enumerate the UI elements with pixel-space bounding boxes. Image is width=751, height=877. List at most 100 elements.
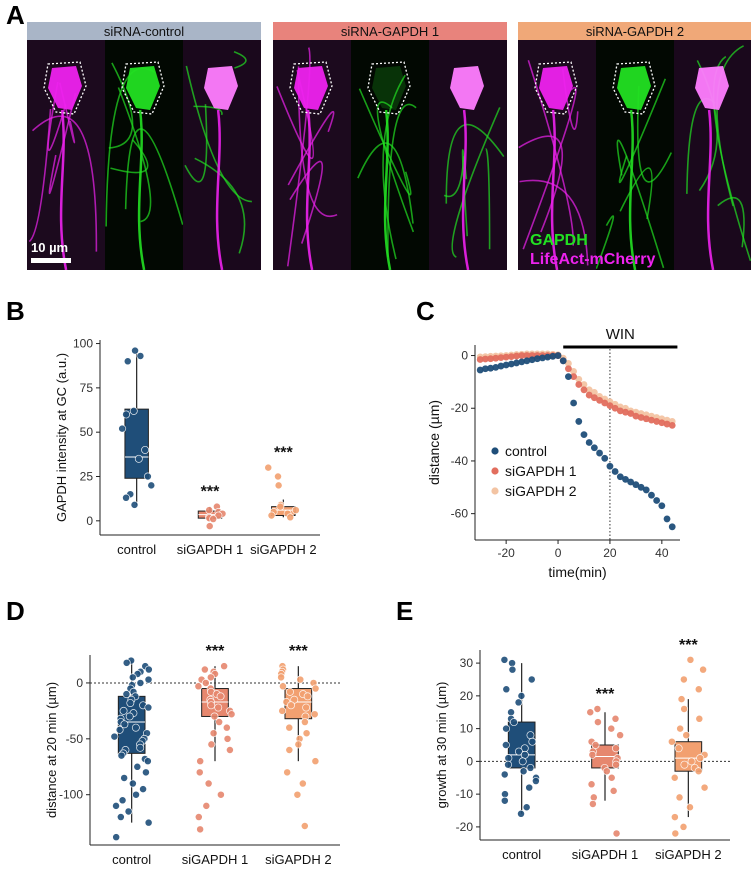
series-point <box>642 415 650 423</box>
micrograph-content <box>443 66 505 270</box>
y-axis-label: distance at 20 min (µm) <box>44 682 59 818</box>
data-point <box>283 768 292 777</box>
series-point <box>648 491 655 499</box>
series-point <box>492 354 500 362</box>
data-point <box>205 522 214 531</box>
axon <box>137 109 146 270</box>
data-point <box>616 731 625 740</box>
neurite <box>194 157 246 254</box>
series-point <box>648 416 655 424</box>
y-tick-label: 25 <box>80 470 94 484</box>
neurite <box>358 88 412 196</box>
data-point <box>310 710 319 719</box>
panel-letter-d: D <box>6 596 25 626</box>
significance-marker: *** <box>596 686 615 703</box>
data-point <box>501 741 510 749</box>
data-point <box>593 718 602 727</box>
micrograph-content <box>184 50 252 270</box>
series-point <box>513 359 520 367</box>
series-point <box>668 421 676 429</box>
data-point <box>122 658 131 667</box>
neurite <box>717 196 745 248</box>
data-point <box>131 346 140 355</box>
y-tick-label: -20 <box>451 401 469 415</box>
series-point <box>601 399 609 407</box>
data-point <box>194 813 203 822</box>
data-point <box>200 665 209 674</box>
data-point <box>696 754 705 763</box>
series-point <box>513 352 520 360</box>
series-point <box>570 373 578 381</box>
data-point <box>144 665 153 674</box>
data-point <box>302 729 311 738</box>
category-label: control <box>112 852 151 867</box>
y-tick-label: -50 <box>66 732 84 746</box>
series-point <box>590 389 598 396</box>
data-point <box>120 720 129 729</box>
data-point <box>526 763 535 772</box>
growth-cone <box>617 66 651 110</box>
data-point <box>285 723 294 732</box>
x-tick-label: 0 <box>555 546 562 560</box>
chart-c: 0 -20 -40 -60 -20 0 20 40 time(min) distance (µm)… <box>426 326 680 580</box>
data-point <box>110 732 119 741</box>
data-point <box>132 790 140 799</box>
data-point <box>274 481 283 490</box>
data-point <box>136 743 145 752</box>
data-point <box>291 506 300 515</box>
y-tick-label: 100 <box>73 337 93 351</box>
data-point <box>126 699 135 708</box>
series-point <box>533 355 541 363</box>
micrograph-content <box>518 60 589 270</box>
y-tick-label: -40 <box>451 454 469 468</box>
data-point <box>680 705 689 713</box>
data-point <box>501 790 509 799</box>
neurite <box>445 123 505 204</box>
data-point <box>293 790 302 799</box>
series-point <box>502 353 510 361</box>
data-point <box>518 757 527 766</box>
y-tick-label: 0 <box>86 514 93 528</box>
micrograph-content <box>105 61 183 270</box>
growth-cone-outline <box>367 61 411 115</box>
box <box>124 408 149 479</box>
growth-cone <box>372 66 406 110</box>
series-point <box>570 367 578 375</box>
series-point <box>658 502 666 510</box>
data-point <box>225 746 234 754</box>
series-point <box>627 410 635 417</box>
series-point <box>580 386 588 394</box>
series-point <box>663 420 671 428</box>
data-point <box>525 783 534 792</box>
data-point <box>277 673 286 682</box>
data-point <box>220 662 229 671</box>
series-point <box>606 402 614 410</box>
data-point <box>607 773 616 782</box>
series-point <box>637 483 645 491</box>
neurite <box>184 104 208 183</box>
data-point <box>528 737 537 746</box>
data-point <box>209 515 218 523</box>
series-point <box>481 365 489 373</box>
data-point <box>502 724 511 733</box>
neurite <box>193 105 223 116</box>
data-point <box>514 747 523 756</box>
growth-cone <box>294 66 328 110</box>
neurite <box>618 78 667 184</box>
data-point <box>210 712 219 721</box>
micrograph-content <box>596 61 673 270</box>
neurite <box>110 139 149 174</box>
series-point <box>590 394 598 402</box>
series-point <box>575 418 583 425</box>
data-point <box>670 773 679 782</box>
series-point <box>632 481 640 489</box>
series-point <box>476 356 484 363</box>
data-point <box>286 513 295 522</box>
data-point <box>675 793 684 802</box>
axon <box>383 109 392 270</box>
y-tick-label: 0 <box>461 349 468 363</box>
data-point <box>119 706 128 715</box>
data-point <box>695 714 704 723</box>
neurite <box>289 160 324 244</box>
neurite <box>619 167 653 220</box>
